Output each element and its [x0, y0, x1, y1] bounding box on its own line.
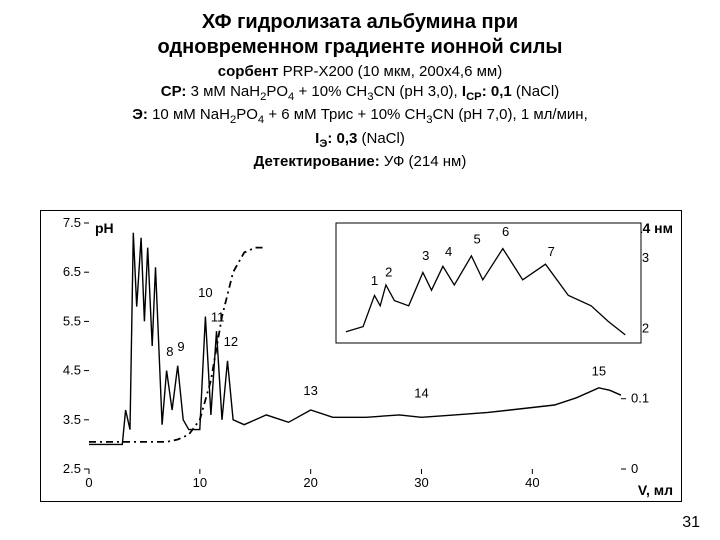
cp-3: + 10% CH — [294, 83, 367, 100]
svg-text:7: 7 — [548, 244, 555, 259]
ie-tail: (NaCl) — [357, 130, 405, 147]
svg-text:10: 10 — [198, 285, 212, 300]
svg-text:2.5: 2.5 — [63, 461, 81, 476]
svg-text:6: 6 — [502, 224, 509, 239]
svg-text:6.5: 6.5 — [63, 264, 81, 279]
ie-val: : 0,3 — [327, 130, 357, 147]
e-lbl: Э: — [132, 106, 148, 123]
title-line-2: одновременном градиенте ионной силы — [158, 36, 563, 58]
svg-text:11: 11 — [211, 309, 225, 324]
det-lbl: Детектирование: — [254, 153, 380, 170]
cp-4: CN (pH 3,0), — [374, 83, 462, 100]
sorbent-lbl: сорбент — [218, 63, 279, 80]
icp-val: : 0,1 — [482, 83, 512, 100]
svg-text:13: 13 — [303, 383, 317, 398]
svg-text:1: 1 — [371, 273, 378, 288]
svg-text:4.5: 4.5 — [63, 363, 81, 378]
svg-text:15: 15 — [592, 364, 606, 379]
cp-2: PO — [266, 83, 288, 100]
svg-text:7.5: 7.5 — [63, 215, 81, 230]
e-1: 10 мМ NaH — [148, 106, 230, 123]
svg-text:5: 5 — [473, 231, 480, 246]
cp-lbl: СР: — [161, 83, 187, 100]
title-line-1: ХФ гидролизата альбумина при — [202, 11, 518, 33]
svg-text:2: 2 — [385, 265, 392, 280]
svg-text:8: 8 — [166, 344, 173, 359]
title: ХФ гидролизата альбумина при одновременн… — [0, 0, 720, 60]
svg-text:14: 14 — [414, 386, 428, 401]
sorbent-val: PRP-X200 (10 мкм, 200x4,6 мм) — [278, 63, 502, 80]
svg-text:3.5: 3.5 — [63, 412, 81, 427]
e-4: CN (pH 7,0), 1 мл/мин, — [433, 106, 588, 123]
icp-tail: (NaCl) — [512, 83, 560, 100]
svg-text:pH: pH — [95, 220, 114, 236]
cp-1: 3 мМ NaH — [186, 83, 260, 100]
svg-text:0: 0 — [85, 475, 92, 490]
svg-text:10: 10 — [193, 475, 207, 490]
svg-text:5.5: 5.5 — [63, 313, 81, 328]
e-3: + 6 мМ Трис + 10% CH — [264, 106, 426, 123]
e-2: PO — [236, 106, 258, 123]
svg-text:4: 4 — [445, 244, 452, 259]
svg-text:V, мл: V, мл — [638, 482, 673, 498]
svg-text:3: 3 — [422, 248, 429, 263]
svg-text:0.1: 0.1 — [631, 391, 649, 406]
svg-text:12: 12 — [224, 334, 238, 349]
svg-text:20: 20 — [303, 475, 317, 490]
det-val: УФ (214 нм) — [380, 153, 467, 170]
svg-text:30: 30 — [414, 475, 428, 490]
conditions: сорбент PRP-X200 (10 мкм, 200x4,6 мм) СР… — [0, 60, 720, 176]
svg-text:0: 0 — [631, 461, 638, 476]
svg-text:40: 40 — [525, 475, 539, 490]
slide-number: 31 — [682, 514, 700, 532]
chromatogram-chart: 0102030402.53.54.55.56.57.500.10.20.3pHA… — [40, 210, 682, 502]
svg-text:9: 9 — [177, 339, 184, 354]
